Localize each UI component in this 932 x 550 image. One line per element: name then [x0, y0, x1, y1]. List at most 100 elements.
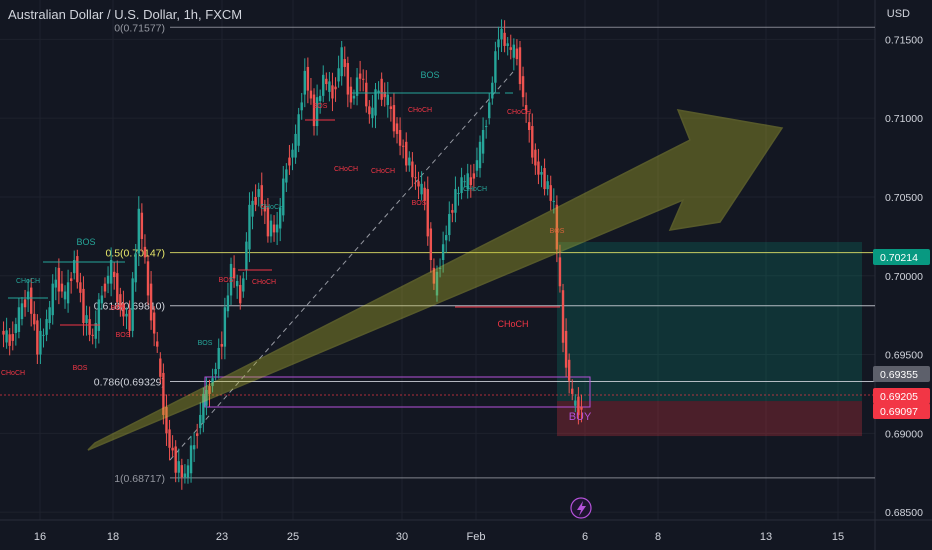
- position-stop-zone: [557, 401, 862, 437]
- chart-title: Australian Dollar / U.S. Dollar, 1h, FXC…: [8, 7, 243, 22]
- candle-body: [567, 359, 571, 381]
- candle-body: [574, 400, 577, 406]
- candle-body: [524, 105, 528, 111]
- candle-body: [512, 44, 516, 58]
- candle-body: [488, 102, 491, 119]
- candle-body: [368, 106, 371, 115]
- candle-body: [417, 181, 420, 187]
- candle-body: [503, 32, 506, 46]
- candle-body: [285, 169, 288, 183]
- structure-label: CHoCH: [334, 166, 358, 173]
- candle-body: [426, 189, 429, 237]
- time-axis-tick: 15: [832, 531, 844, 543]
- candle-body: [365, 82, 368, 107]
- candle-body: [481, 130, 485, 154]
- price-axis-tick: 0.68500: [885, 507, 923, 519]
- structure-label: CHoCH: [371, 168, 395, 175]
- candle-body: [371, 107, 374, 119]
- candle-body: [279, 207, 282, 229]
- candle-body: [30, 287, 33, 314]
- candle-body: [171, 447, 174, 451]
- candle-body: [484, 126, 488, 128]
- candle-body: [189, 445, 193, 474]
- candle-body: [202, 393, 205, 423]
- candle-body: [232, 267, 236, 279]
- candle-body: [205, 390, 208, 406]
- candle-body: [152, 312, 156, 334]
- candle-body: [414, 177, 417, 179]
- candle-body: [322, 74, 325, 96]
- candle-body: [312, 94, 316, 127]
- candle-body: [146, 261, 150, 296]
- time-axis-tick: 8: [655, 531, 661, 543]
- candle-body: [386, 94, 389, 106]
- candle-body: [109, 260, 113, 284]
- position-target-zone: [557, 242, 862, 402]
- candle-body: [571, 388, 574, 394]
- time-axis-tick: 30: [396, 531, 408, 543]
- candle-body: [140, 212, 144, 239]
- price-tag-label: 0.69355: [880, 369, 918, 381]
- candle-body: [448, 214, 451, 236]
- candle-body: [5, 330, 8, 343]
- currency-label: USD: [886, 8, 910, 20]
- candle-body: [352, 95, 356, 99]
- candle-body: [445, 235, 448, 241]
- price-tag-bg: [873, 366, 930, 382]
- candle-body: [275, 224, 279, 233]
- candle-body: [561, 290, 565, 343]
- candle-body: [174, 446, 177, 473]
- candle-body: [389, 106, 393, 109]
- candle-body: [122, 303, 125, 317]
- time-axis-tick: 23: [216, 531, 228, 543]
- structure-label: CHoCH: [497, 319, 528, 329]
- candle-body: [466, 173, 469, 190]
- candle-body: [143, 246, 147, 258]
- candle-body: [257, 189, 260, 197]
- candle-body: [226, 295, 230, 312]
- candle-body: [346, 63, 350, 95]
- candle-body: [125, 313, 128, 317]
- candle-body: [88, 319, 91, 335]
- candle-body: [211, 378, 214, 387]
- candle-body: [383, 91, 386, 98]
- structure-label: CHoCH: [260, 204, 284, 211]
- candle-body: [546, 181, 549, 190]
- candle-body: [537, 161, 540, 175]
- structure-label: CHoCH: [252, 279, 276, 286]
- candle-body: [269, 220, 273, 237]
- candle-body: [60, 283, 64, 292]
- candle-body: [408, 157, 411, 166]
- price-tag-bg: [873, 403, 930, 419]
- candle-body: [235, 281, 239, 287]
- time-axis-tick: 13: [760, 531, 772, 543]
- candle-body: [374, 89, 377, 116]
- candle-body: [116, 273, 119, 303]
- candle-body: [229, 263, 233, 296]
- candle-body: [20, 303, 24, 320]
- candle-body: [432, 267, 436, 284]
- candle-body: [358, 73, 362, 79]
- fib-level-label: 1(0.68717): [114, 473, 165, 485]
- candle-body: [76, 256, 79, 283]
- candle-body: [288, 157, 291, 166]
- candle-body: [48, 307, 51, 324]
- candle-body: [306, 66, 310, 91]
- candle-body: [85, 315, 88, 324]
- candle-body: [355, 77, 359, 96]
- fib-level-label: 0(0.71577): [114, 22, 165, 34]
- candle-body: [113, 271, 116, 278]
- candle-body: [343, 59, 346, 67]
- candle-body: [91, 334, 94, 336]
- candle-body: [282, 178, 285, 216]
- structure-label: BOS: [420, 70, 439, 80]
- candle-body: [168, 429, 171, 448]
- candle-body: [134, 253, 137, 283]
- candle-body: [214, 368, 217, 375]
- candle-body: [411, 161, 414, 178]
- candle-body: [156, 341, 159, 347]
- candle-body: [577, 396, 580, 415]
- candle-body: [131, 278, 134, 331]
- time-axis-tick: 6: [582, 531, 588, 543]
